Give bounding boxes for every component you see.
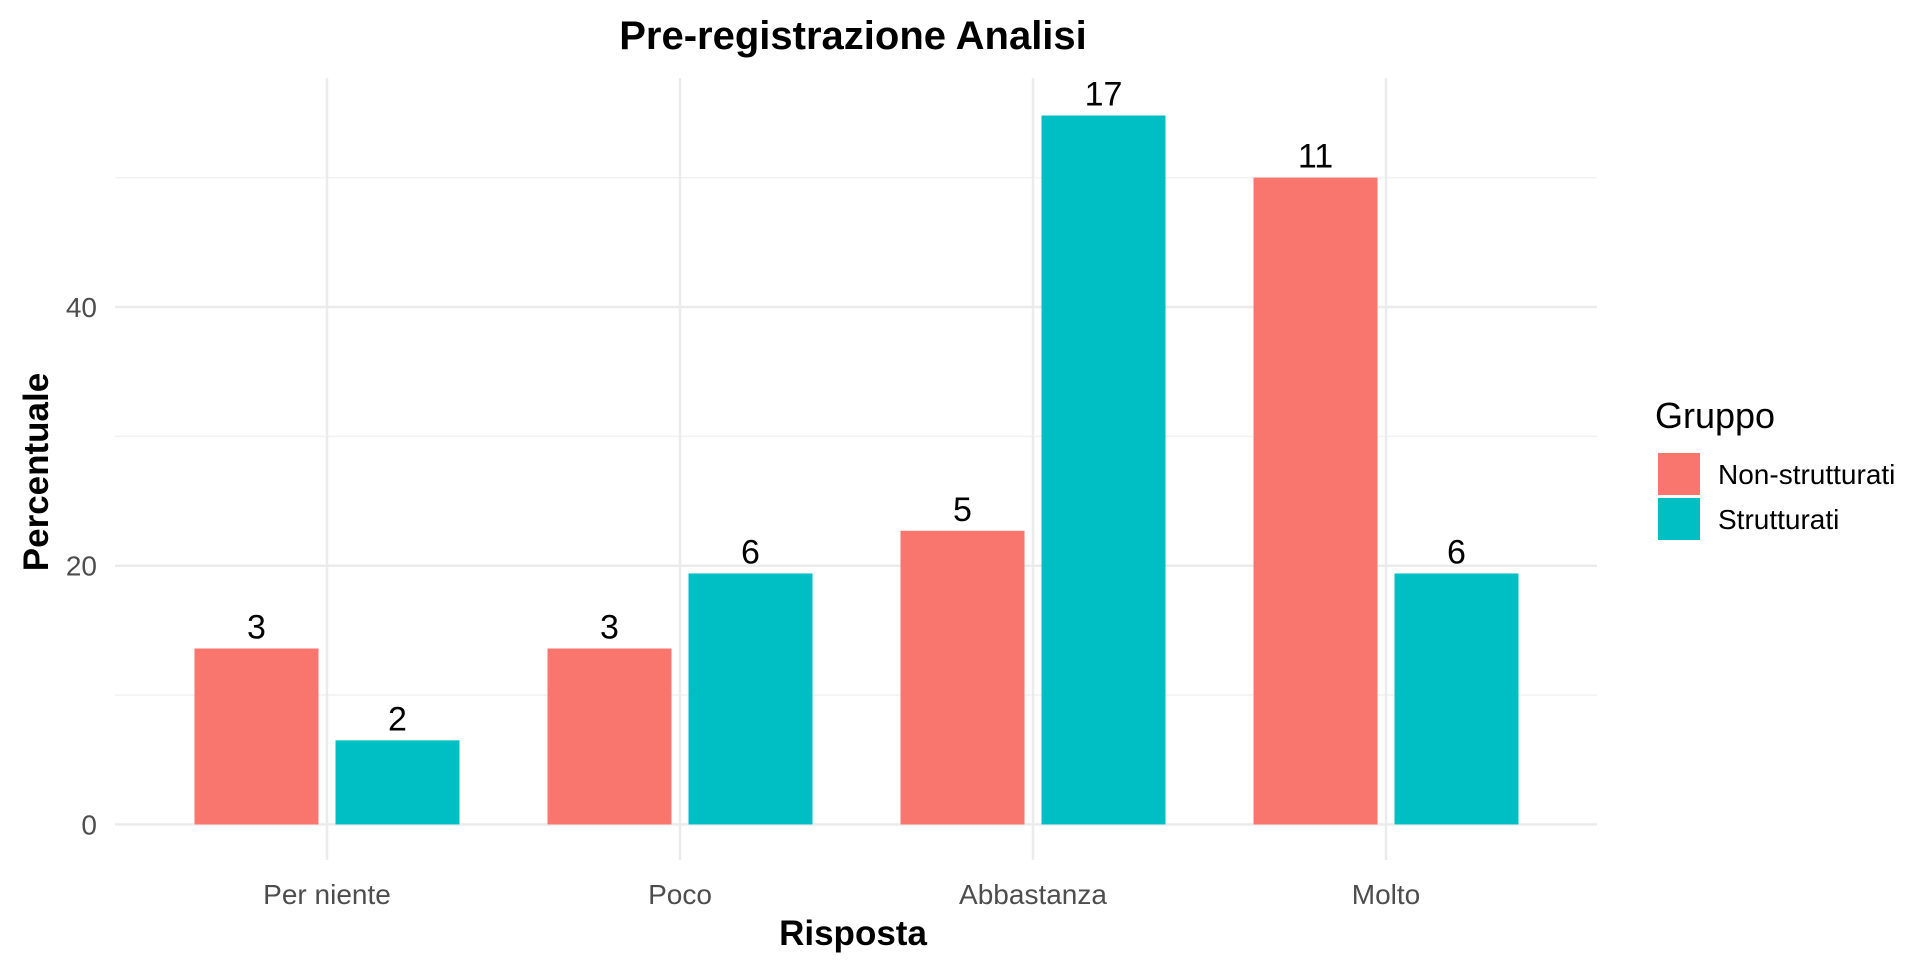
bar-value-label: 3 xyxy=(247,608,266,646)
legend-label-strutturati: Strutturati xyxy=(1718,504,1839,535)
bar xyxy=(688,573,813,825)
data-labels: 3 3 5 11 2 6 17 6 xyxy=(247,76,1466,739)
bar-value-label: 11 xyxy=(1298,138,1333,176)
bar-value-label: 2 xyxy=(388,700,407,738)
y-tick-label: 20 xyxy=(66,551,97,582)
y-tick-label: 40 xyxy=(66,292,97,323)
y-axis-title: Percentuale xyxy=(17,373,56,571)
bar xyxy=(1394,573,1519,825)
x-axis-title: Risposta xyxy=(779,914,927,953)
bar-value-label: 3 xyxy=(600,608,619,646)
bars xyxy=(194,115,1519,825)
bar xyxy=(335,740,460,825)
bar-value-label: 17 xyxy=(1085,76,1123,114)
bar-value-label: 6 xyxy=(741,533,760,571)
x-tick-label: Molto xyxy=(1352,879,1420,910)
y-tick-label: 0 xyxy=(81,809,97,840)
legend-swatch-non-strutturati xyxy=(1658,453,1700,495)
bar xyxy=(547,648,672,825)
bar-value-label: 5 xyxy=(953,491,972,529)
x-tick-label: Abbastanza xyxy=(959,879,1107,910)
legend-title: Gruppo xyxy=(1655,395,1775,436)
legend: Gruppo Non-strutturati Strutturati xyxy=(1655,395,1895,540)
axis-ticks: 0 20 40 Per niente Poco Abbastanza Molto xyxy=(66,292,1420,910)
legend-label-non-strutturati: Non-strutturati xyxy=(1718,459,1895,490)
bar xyxy=(900,530,1025,825)
bar xyxy=(1253,177,1378,825)
x-tick-label: Poco xyxy=(648,879,712,910)
bar xyxy=(194,648,319,825)
grid-lines xyxy=(115,78,1597,860)
chart-title: Pre-registrazione Analisi xyxy=(619,14,1087,58)
x-tick-label: Per niente xyxy=(263,879,391,910)
bar xyxy=(1041,115,1166,825)
bar-value-label: 6 xyxy=(1447,533,1466,571)
legend-swatch-strutturati xyxy=(1658,498,1700,540)
